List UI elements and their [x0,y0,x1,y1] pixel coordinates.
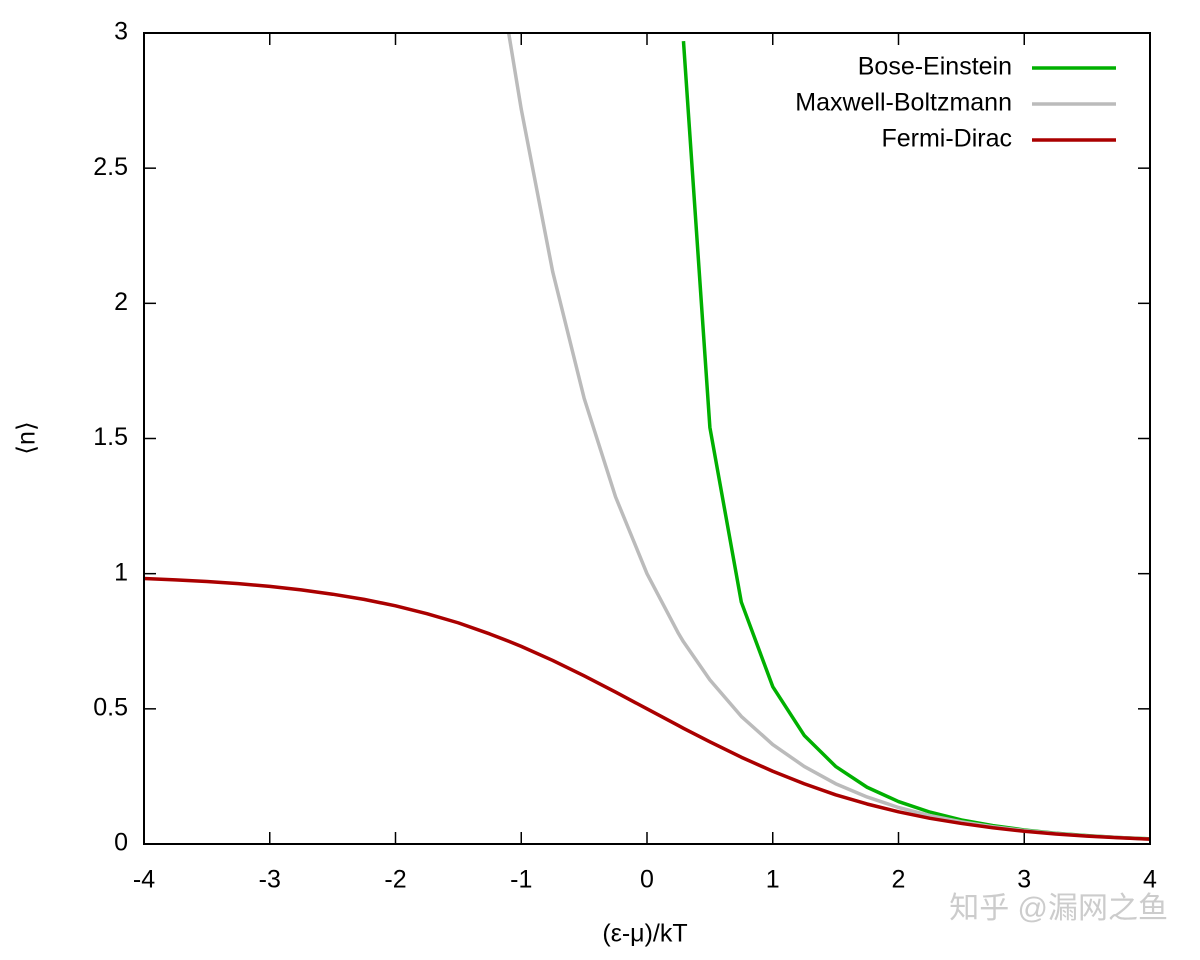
series-line [681,40,1150,841]
watermark: 知乎 @漏网之鱼 [949,892,1168,925]
y-tick-label: 0 [114,829,128,857]
series-line [506,33,1150,841]
plot-frame [143,32,1151,845]
y-tick-label: 0.5 [93,693,128,721]
legend-label: Fermi-Dirac [881,125,1012,153]
legend-label: Maxwell-Boltzmann [795,89,1012,117]
x-axis-label: (ε-μ)/kT [602,920,687,948]
y-tick-label: 3 [114,18,128,46]
y-tick-label: 1.5 [93,423,128,451]
x-tick-label: -2 [384,866,406,894]
x-tick-label: 4 [1143,866,1157,894]
x-tick-label: 2 [892,866,906,894]
x-tick-label: 0 [640,866,654,894]
x-tick-label: 1 [766,866,780,894]
x-tick-label: -1 [510,866,532,894]
y-tick-label: 2.5 [93,153,128,181]
y-axis-label: ⟨n⟩ [13,421,41,454]
y-tick-label: 1 [114,558,128,586]
x-tick-label: 3 [1017,866,1031,894]
x-tick-label: -3 [259,866,281,894]
series-line [144,576,1150,841]
y-tick-label: 2 [114,288,128,316]
x-tick-label: -4 [133,866,155,894]
legend-label: Bose-Einstein [858,53,1012,81]
